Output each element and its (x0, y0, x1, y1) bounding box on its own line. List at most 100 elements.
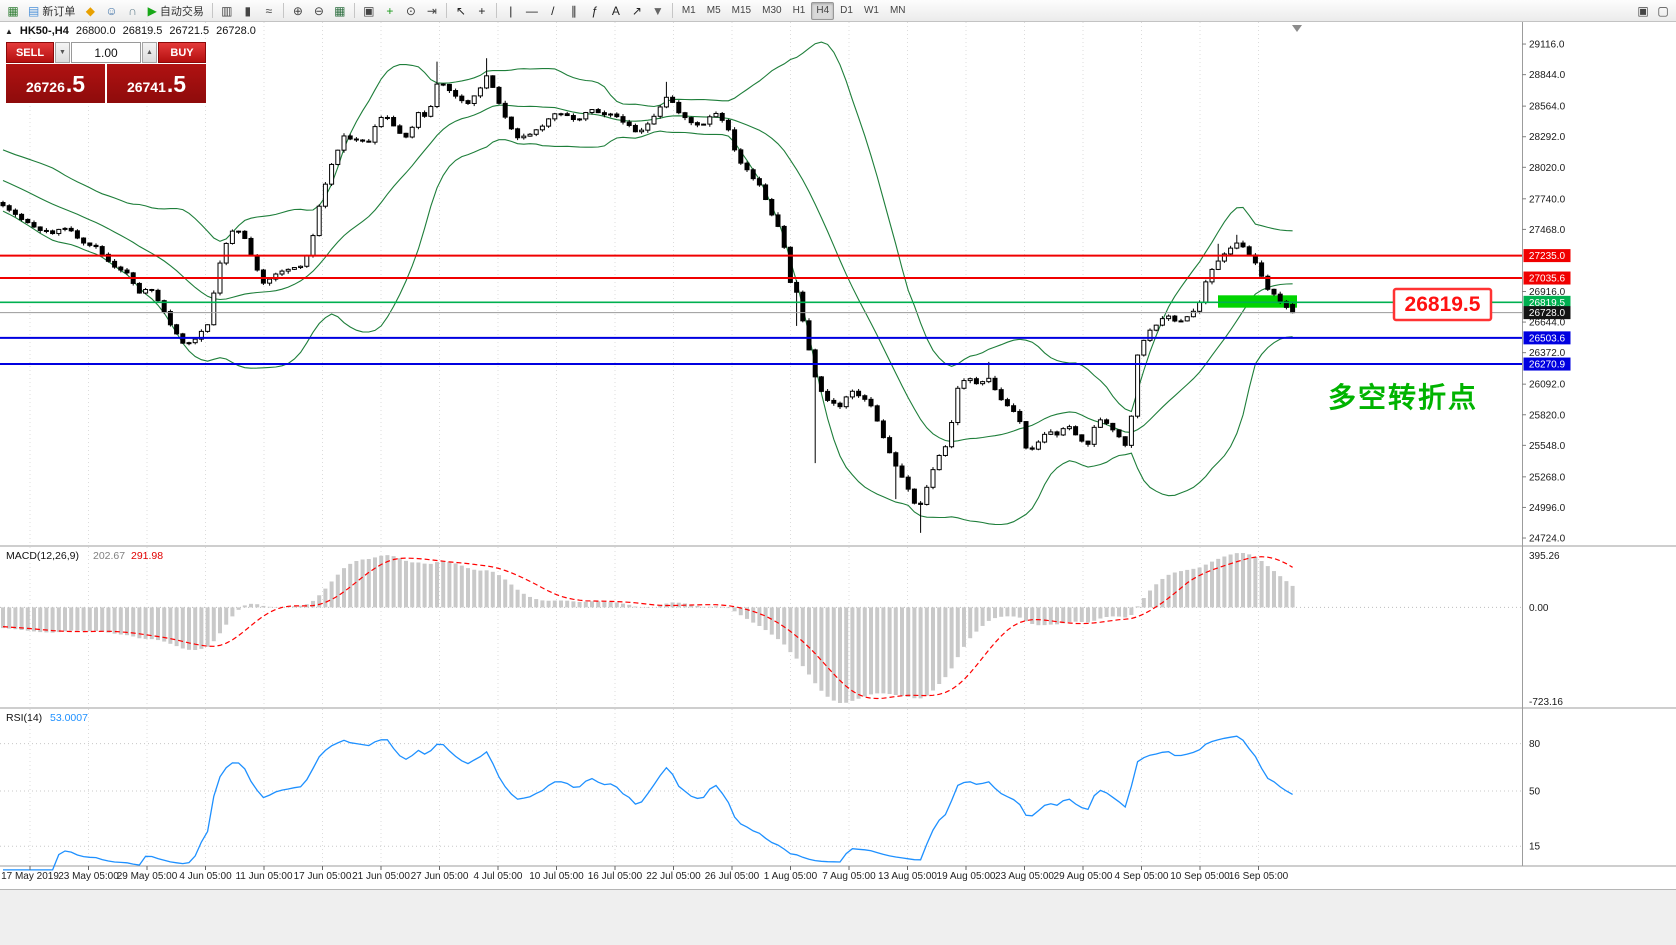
price-axis: 29116.0 28844.0 28564.0 28292.0 28020.0 27740… (1522, 40, 1566, 545)
toolbar-right-group: ▣ ▢ (1633, 2, 1673, 20)
svg-text:0.00: 0.00 (1529, 603, 1549, 614)
macd-signal-line (2, 556, 1293, 700)
svg-text:27468.0: 27468.0 (1529, 225, 1566, 236)
horizontal-line-icon[interactable]: — (522, 2, 542, 20)
support-icon[interactable]: ∩ (123, 2, 143, 20)
timeframe-d1-button[interactable]: D1 (840, 5, 853, 16)
svg-text:15: 15 (1529, 842, 1541, 853)
chart-shift-marker[interactable] (1292, 25, 1302, 32)
timeframe-h1-button[interactable]: H1 (792, 5, 806, 16)
svg-text:27235.0: 27235.0 (1529, 251, 1566, 262)
svg-text:25548.0: 25548.0 (1529, 441, 1566, 452)
symbols-icon: ▦ (7, 3, 19, 18)
bar-chart-icon: ▥ (221, 3, 233, 18)
buy-button[interactable]: BUY (158, 42, 206, 63)
horizontal-line-icon: — (525, 3, 538, 18)
svg-text:10 Sep 05:00: 10 Sep 05:00 (1170, 871, 1230, 882)
sell-button[interactable]: SELL (6, 42, 54, 63)
trade-panel-price-row: 26726 .5 26741 .5 (6, 64, 206, 103)
candlestick-chart-icon: ▮ (244, 3, 252, 18)
current-price-marker: 26728.0 (1523, 306, 1571, 320)
text-icon[interactable]: A (606, 2, 626, 20)
shapes-dropdown-icon[interactable]: ▼ (648, 2, 668, 20)
new-order-icon: ▤ (28, 3, 40, 18)
svg-text:MACD(12,26,9): MACD(12,26,9) (6, 550, 79, 562)
svg-text:80: 80 (1529, 739, 1541, 750)
svg-text:17 Jun 05:00: 17 Jun 05:00 (294, 871, 352, 882)
support-icon: ∩ (128, 3, 137, 18)
add-indicator-icon[interactable]: + (380, 2, 400, 20)
channel-icon[interactable]: ∥ (564, 2, 584, 20)
volume-increase-button[interactable]: ▲ (142, 42, 157, 63)
svg-text:202.67: 202.67 (93, 550, 125, 562)
zoom-out-icon[interactable]: ⊖ (309, 2, 329, 20)
svg-text:21 Jun 05:00: 21 Jun 05:00 (352, 871, 410, 882)
cursor-icon: ↖ (455, 3, 466, 18)
buy-price-main: 26741 (126, 79, 166, 95)
svg-text:1 Aug 05:00: 1 Aug 05:00 (764, 871, 818, 882)
turning-point-annotation[interactable]: 多空转折点 (1328, 381, 1478, 413)
buy-price-big-digit: .5 (166, 71, 187, 97)
price-axis-markers: 27235.0 27035.6 26819.5 26503.6 26270.9 26728… (1523, 249, 1571, 371)
svg-text:11 Jun 05:00: 11 Jun 05:00 (235, 871, 293, 882)
timeframe-m5-button[interactable]: M5 (706, 5, 721, 16)
auto-arrange-icon[interactable]: ▦ (330, 2, 350, 20)
tile-windows-icon[interactable]: ▣ (359, 2, 379, 20)
svg-text:27740.0: 27740.0 (1529, 194, 1566, 205)
timeframe-mn-button[interactable]: MN (889, 5, 906, 16)
profile-icon[interactable]: ☺ (101, 2, 121, 20)
add-indicator-icon: + (386, 3, 394, 18)
svg-text:22 Jul 05:00: 22 Jul 05:00 (646, 871, 701, 882)
fibonacci-icon: ƒ (591, 3, 599, 18)
one-click-trade-panel: SELL ▼ ▲ BUY 26726 .5 26741 .5 (6, 42, 206, 103)
high-value: 26819.5 (122, 25, 163, 37)
timeframe-h4-button[interactable]: H4 (811, 1, 835, 20)
crosshair-icon[interactable]: + (472, 2, 492, 20)
toolbar-separator (353, 3, 355, 18)
toolbar-separator (211, 3, 213, 18)
timeframe-w1-button[interactable]: W1 (863, 5, 879, 16)
period-icon[interactable]: ⊙ (401, 2, 421, 20)
svg-text:10 Jul 05:00: 10 Jul 05:00 (529, 871, 584, 882)
sell-price-big-digit: .5 (65, 71, 86, 97)
chart-canvas[interactable]: 29116.0 28844.0 28564.0 28292.0 28020.0 27740… (0, 22, 1676, 884)
svg-text:26092.0: 26092.0 (1529, 380, 1566, 391)
crosshair-icon: + (478, 3, 486, 18)
fibonacci-icon[interactable]: ƒ (585, 2, 605, 20)
svg-text:多空转折点: 多空转折点 (1328, 381, 1478, 413)
chart-collapse-icon[interactable]: ▲ (5, 26, 13, 36)
svg-text:16 Sep 05:00: 16 Sep 05:00 (1229, 871, 1289, 882)
svg-text:4 Jun 05:00: 4 Jun 05:00 (179, 871, 232, 882)
timeframe-m1-button[interactable]: M1 (681, 5, 696, 16)
arrows-icon[interactable]: ↗ (627, 2, 647, 20)
price-callout-label[interactable]: 26819.5 (1392, 287, 1493, 322)
candlestick-chart-icon[interactable]: ▮ (238, 2, 258, 20)
sell-price-display[interactable]: 26726 .5 (6, 64, 105, 103)
volume-input[interactable] (71, 42, 141, 63)
timeframe-m30-button[interactable]: M30 (762, 5, 782, 16)
cursor-icon[interactable]: ↖ (451, 2, 471, 20)
vertical-line-icon: | (509, 3, 513, 18)
trendline-icon[interactable]: / (543, 2, 563, 20)
highlight-rectangle[interactable] (1218, 295, 1297, 308)
svg-text:26 Jul 05:00: 26 Jul 05:00 (705, 871, 760, 882)
level-price-marker: 26503.6 (1523, 331, 1571, 345)
chart-shift-icon: ⇥ (426, 3, 437, 18)
bar-chart-icon[interactable]: ▥ (217, 2, 237, 20)
chart-shift-icon[interactable]: ⇥ (422, 2, 442, 20)
symbols-icon[interactable]: ▦ (3, 2, 23, 20)
timeframe-m15-button[interactable]: M15 (731, 5, 752, 16)
new-order-button[interactable]: ▤ 新订单 (24, 2, 79, 20)
buy-price-display[interactable]: 26741 .5 (107, 64, 206, 103)
autotrading-button[interactable]: ▶ 自动交易 (144, 2, 208, 20)
data-window-icon: ▣ (1637, 3, 1649, 18)
line-chart-icon: ≈ (265, 3, 273, 18)
volume-decrease-button[interactable]: ▼ (55, 42, 70, 63)
navigator-icon[interactable]: ▢ (1653, 2, 1673, 20)
svg-text:23 Aug 05:00: 23 Aug 05:00 (995, 871, 1054, 882)
vertical-line-icon[interactable]: | (501, 2, 521, 20)
line-chart-icon[interactable]: ≈ (259, 2, 279, 20)
package-icon[interactable]: ◆ (80, 2, 100, 20)
data-window-icon[interactable]: ▣ (1633, 2, 1653, 20)
zoom-in-icon[interactable]: ⊕ (288, 2, 308, 20)
